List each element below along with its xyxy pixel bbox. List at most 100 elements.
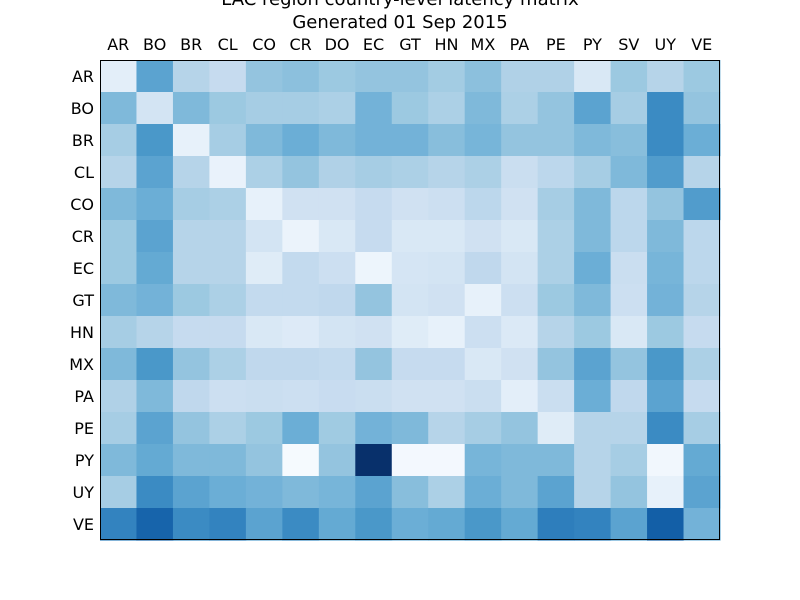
heatmap-cell-PA-BR: [172, 380, 211, 413]
heatmap-cell-CR-SV: [610, 220, 648, 253]
heatmap-cell-PY-EC: [355, 444, 393, 477]
heatmap-cell-PE-VE: [683, 412, 721, 445]
heatmap-cell-PY-BO: [136, 444, 174, 477]
heatmap-cell-AR-PE: [537, 60, 575, 93]
heatmap-cell-BO-UY: [647, 92, 685, 125]
heatmap-cell-EC-CL: [209, 252, 247, 285]
heatmap-cell-HN-CR: [282, 316, 320, 349]
heatmap-cell-VE-BO: [136, 508, 174, 541]
heatmap-cell-HN-PY: [574, 316, 612, 349]
heatmap-cell-BO-PE: [537, 92, 575, 125]
heatmap-cell-CO-HN: [428, 188, 466, 221]
heatmap-cell-HN-PE: [537, 316, 575, 349]
heatmap-cell-HN-EC: [355, 316, 393, 349]
heatmap-cell-AR-PY: [574, 60, 612, 93]
heatmap-cell-EC-EC: [355, 252, 393, 285]
heatmap-cell-UY-CL: [209, 476, 247, 509]
heatmap-cell-CR-GT: [391, 220, 429, 253]
heatmap-cell-EC-VE: [683, 252, 721, 285]
heatmap-cell-MX-PA: [501, 348, 539, 381]
column-label-DO: DO: [325, 35, 350, 54]
heatmap-cell-UY-BR: [172, 476, 211, 509]
heatmap-cell-BO-PA: [501, 92, 539, 125]
heatmap-cell-EC-HN: [428, 252, 466, 285]
heatmap-cell-PA-CL: [209, 380, 247, 413]
heatmap-cell-CL-MX: [464, 156, 502, 189]
heatmap-cell-CO-GT: [391, 188, 429, 221]
heatmap-cell-VE-CO: [245, 508, 283, 541]
heatmap-cell-BR-CL: [209, 124, 247, 157]
column-label-PA: PA: [510, 35, 530, 54]
heatmap-cell-PE-MX: [464, 412, 502, 445]
heatmap-cell-PA-BO: [136, 380, 174, 413]
heatmap-cell-UY-PY: [574, 476, 612, 509]
heatmap-cell-AR-BO: [136, 60, 174, 93]
row-label-CO: CO: [70, 195, 94, 214]
column-label-AR: AR: [107, 35, 129, 54]
heatmap-cell-PE-GT: [391, 412, 429, 445]
heatmap-cell-CO-BR: [172, 188, 211, 221]
heatmap-cell-MX-HN: [428, 348, 466, 381]
heatmap-cell-CO-DO: [318, 188, 356, 221]
heatmap-cell-UY-MX: [464, 476, 502, 509]
heatmap-cell-PA-PE: [537, 380, 575, 413]
heatmap-cell-GT-CO: [245, 284, 283, 317]
heatmap-cell-HN-UY: [647, 316, 685, 349]
heatmap-cell-EC-CR: [282, 252, 320, 285]
heatmap-cell-AR-SV: [610, 60, 648, 93]
heatmap-cell-BO-DO: [318, 92, 356, 125]
heatmap-cell-CL-DO: [318, 156, 356, 189]
heatmap-cell-PY-PE: [537, 444, 575, 477]
heatmap-cell-CO-CR: [282, 188, 320, 221]
heatmap-cell-EC-SV: [610, 252, 648, 285]
heatmap-cell-CO-BO: [136, 188, 174, 221]
heatmap-cell-VE-SV: [610, 508, 648, 541]
heatmap-cell-UY-GT: [391, 476, 429, 509]
heatmap-cell-PA-EC: [355, 380, 393, 413]
heatmap-cell-BR-DO: [318, 124, 356, 157]
heatmap-cell-VE-DO: [318, 508, 356, 541]
heatmap-cell-AR-BR: [172, 60, 211, 93]
heatmap-cell-HN-BR: [172, 316, 211, 349]
heatmap-cell-CL-HN: [428, 156, 466, 189]
heatmap-cell-PA-CO: [245, 380, 283, 413]
heatmap-cell-PE-BR: [172, 412, 211, 445]
row-label-HN: HN: [70, 323, 94, 342]
heatmap-cell-BR-AR: [100, 124, 138, 157]
heatmap-cell-CR-PA: [501, 220, 539, 253]
row-label-MX: MX: [69, 355, 94, 374]
heatmap-cell-PA-DO: [318, 380, 356, 413]
heatmap-cell-AR-AR: [100, 60, 138, 93]
heatmap-cell-UY-VE: [683, 476, 721, 509]
heatmap-cell-PY-GT: [391, 444, 429, 477]
heatmap-cell-PY-SV: [610, 444, 648, 477]
heatmap-cell-EC-MX: [464, 252, 502, 285]
heatmap-cell-CL-SV: [610, 156, 648, 189]
heatmap-cell-MX-MX: [464, 348, 502, 381]
heatmap-cell-AR-CO: [245, 60, 283, 93]
heatmap-cell-CR-HN: [428, 220, 466, 253]
heatmap-cell-AR-GT: [391, 60, 429, 93]
heatmap-cell-UY-BO: [136, 476, 174, 509]
row-label-VE: VE: [73, 515, 94, 534]
heatmap-cell-PE-HN: [428, 412, 466, 445]
heatmap-cell-MX-UY: [647, 348, 685, 381]
heatmap-cell-EC-PE: [537, 252, 575, 285]
heatmap-cell-VE-HN: [428, 508, 466, 541]
heatmap-cell-BR-SV: [610, 124, 648, 157]
heatmap-cell-BO-CL: [209, 92, 247, 125]
heatmap-cell-UY-PA: [501, 476, 539, 509]
heatmap-cell-MX-PY: [574, 348, 612, 381]
heatmap-cell-CO-UY: [647, 188, 685, 221]
column-label-EC: EC: [363, 35, 384, 54]
heatmap-cell-CO-CL: [209, 188, 247, 221]
heatmap-cell-BR-CR: [282, 124, 320, 157]
heatmap-cell-BO-MX: [464, 92, 502, 125]
heatmap-cell-AR-UY: [647, 60, 685, 93]
heatmap-cell-PY-CL: [209, 444, 247, 477]
heatmap-cell-VE-BR: [172, 508, 211, 541]
column-label-BR: BR: [180, 35, 202, 54]
heatmap-cell-UY-EC: [355, 476, 393, 509]
heatmap-cell-PE-SV: [610, 412, 648, 445]
heatmap-cell-BR-PA: [501, 124, 539, 157]
